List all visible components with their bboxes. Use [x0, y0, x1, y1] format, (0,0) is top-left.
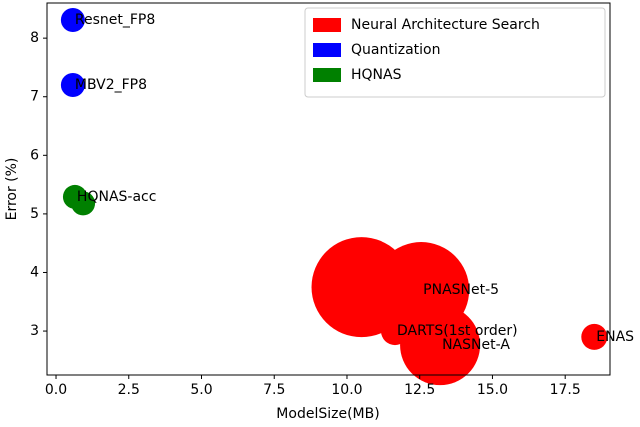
legend-swatch	[313, 18, 341, 32]
data-label: PNASNet-5	[423, 282, 499, 298]
x-tick-label: 5.0	[190, 382, 212, 398]
y-tick-label: 5	[30, 206, 39, 222]
legend-swatch	[313, 68, 341, 82]
y-tick-label: 4	[30, 264, 39, 280]
y-tick-label: 8	[30, 30, 39, 46]
legend-label: Quantization	[351, 42, 440, 58]
plot-frame	[46, 2, 611, 376]
y-axis-label: Error (%)	[4, 158, 20, 221]
legend-box	[304, 7, 606, 98]
data-label: DARTS(1st order)	[397, 323, 518, 339]
data-label: NASNet-A	[442, 337, 510, 353]
bubble	[71, 191, 96, 216]
x-tick-label: 10.0	[331, 382, 362, 398]
x-tick-label: 7.5	[263, 382, 285, 398]
x-axis-label: ModelSize(MB)	[276, 406, 379, 422]
legend-swatch	[313, 43, 341, 57]
y-tick-label: 3	[30, 323, 39, 339]
bubble	[60, 73, 85, 98]
x-tick-label: 2.5	[118, 382, 140, 398]
y-tick-label: 7	[30, 89, 39, 105]
y-tick-label: 6	[30, 147, 39, 163]
x-tick-label: 0.0	[45, 382, 67, 398]
legend-label: HQNAS	[351, 67, 402, 83]
legend-label: Neural Architecture Search	[351, 17, 540, 33]
x-tick-label: 15.0	[477, 382, 508, 398]
x-tick-label: 17.5	[550, 382, 581, 398]
bubble	[60, 7, 85, 32]
data-label: ENAS	[596, 329, 634, 345]
bubble	[400, 305, 481, 386]
x-tick-label: 12.5	[404, 382, 435, 398]
data-label: Resnet_FP8	[75, 12, 155, 28]
data-label: HQNAS-acc	[77, 189, 157, 205]
data-label: MBV2_FP8	[75, 77, 147, 93]
bubble	[581, 323, 608, 350]
